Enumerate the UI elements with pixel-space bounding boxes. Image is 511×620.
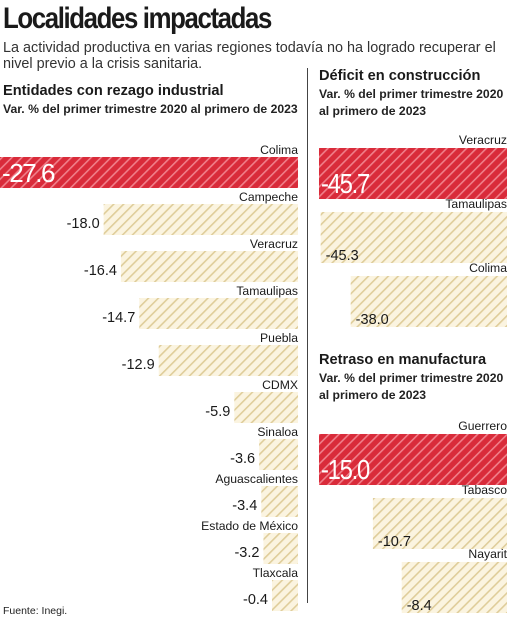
chart-subtitle-manufactura: Var. % del primer trimestre 2020 al prim… [319, 371, 504, 402]
bar-industrial [261, 486, 298, 517]
category-label-industrial: Colima [260, 143, 298, 157]
bar-industrial [139, 298, 298, 329]
value-label-industrial: -3.2 [234, 545, 259, 561]
category-label-industrial: Veracruz [250, 237, 298, 251]
category-label-industrial: Campeche [239, 190, 298, 204]
column-divider [307, 68, 308, 603]
value-label-industrial: -16.4 [84, 263, 117, 279]
chart-title-industrial: Entidades con rezago industrial [3, 83, 224, 99]
value-label-manufactura: -15.0 [321, 454, 370, 485]
bar-industrial [103, 204, 298, 235]
value-label-industrial: -18.0 [67, 216, 100, 232]
category-label-industrial: CDMX [262, 378, 298, 392]
bar-industrial [158, 345, 298, 376]
chart-subtitle-construccion: Var. % del primer trimestre 2020 al prim… [319, 87, 504, 118]
value-label-industrial: -3.4 [232, 498, 257, 514]
bar-industrial [272, 580, 298, 611]
value-label-industrial: -14.7 [102, 310, 135, 326]
category-label-manufactura: Guerrero [458, 419, 507, 433]
category-label-construccion: Veracruz [459, 133, 507, 147]
value-label-manufactura: -8.4 [407, 598, 432, 614]
bar-industrial [234, 392, 298, 423]
bar-industrial [120, 251, 298, 282]
value-label-industrial: -12.9 [122, 357, 155, 373]
category-label-industrial: Estado de México [201, 519, 298, 533]
category-label-industrial: Tlaxcala [253, 566, 299, 580]
chart-title-construccion: Déficit en construcción [319, 68, 481, 84]
bar-industrial [0, 157, 298, 188]
source-note: Fuente: Inegi. [3, 605, 68, 617]
bar-construccion [319, 148, 507, 199]
category-label-industrial: Tamaulipas [236, 284, 298, 298]
value-label-construccion: -45.3 [326, 248, 359, 264]
bar-construccion [320, 212, 507, 263]
category-label-manufactura: Tabasco [462, 483, 508, 497]
category-label-construccion: Colima [469, 261, 507, 275]
bar-manufactura [319, 434, 507, 485]
category-label-industrial: Aguascalientes [215, 472, 298, 486]
value-label-industrial: -5.9 [205, 404, 230, 420]
value-label-manufactura: -10.7 [378, 534, 411, 550]
page-subtitle: La actividad productiva en varias region… [3, 40, 496, 72]
value-label-construccion: -38.0 [356, 312, 389, 328]
value-label-industrial: -27.6 [2, 158, 55, 188]
chart-title-manufactura: Retraso en manufactura [319, 352, 487, 368]
category-label-industrial: Puebla [260, 331, 298, 345]
page-title: Localidades impactadas [3, 2, 272, 35]
bar-manufactura [372, 498, 507, 549]
category-label-manufactura: Nayarit [468, 547, 507, 561]
bar-industrial [263, 533, 298, 564]
bar-construccion [350, 276, 507, 327]
value-label-construccion: -45.7 [321, 168, 370, 199]
bar-industrial [259, 439, 298, 470]
chart-subtitle-industrial: Var. % del primer trimestre 2020 al prim… [3, 102, 298, 116]
category-label-industrial: Sinaloa [257, 425, 298, 439]
bar-manufactura [401, 562, 507, 613]
value-label-industrial: -0.4 [243, 592, 268, 608]
category-label-construccion: Tamaulipas [445, 197, 507, 211]
value-label-industrial: -3.6 [230, 451, 255, 467]
